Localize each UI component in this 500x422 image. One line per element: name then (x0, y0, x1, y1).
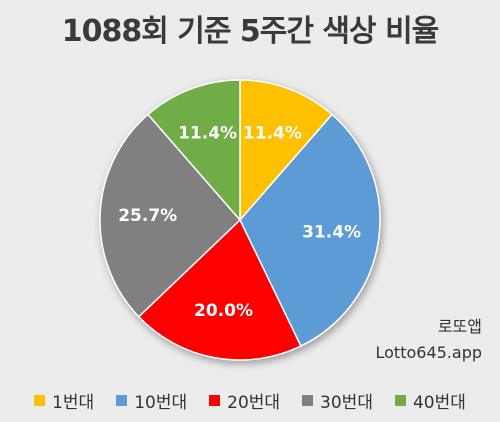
legend-label: 40번대 (412, 393, 466, 413)
pie-slices (99, 79, 381, 361)
pie-slice-label-1: 11.4% (243, 123, 302, 143)
legend-swatch (209, 395, 221, 406)
pie-slice-3 (137, 218, 302, 361)
legend-label: 10번대 (134, 393, 188, 413)
watermark-domain: Lotto645.app (375, 343, 483, 362)
pie-slice-label-4: 25.7% (118, 206, 177, 226)
pie-labels: 11.4% 31.4% 20.0% 25.7% 11.4% (118, 123, 361, 320)
pie-slice-2 (239, 113, 381, 348)
legend-label: 20번대 (227, 393, 281, 413)
pie-slice-1 (239, 79, 334, 223)
chart-title: 1088회 기준 5주간 색상 비율 (61, 14, 440, 49)
legend-swatch (116, 395, 128, 406)
watermark: 로또앱 Lotto645.app (376, 314, 483, 366)
pie-slice-label-3: 20.0% (194, 301, 253, 321)
legend-item-40: 40번대 (394, 388, 466, 413)
watermark-brand: 로또앱 (437, 317, 482, 336)
legend-label: 30번대 (320, 393, 373, 413)
pie-slice-label-2: 31.4% (302, 222, 361, 242)
pie-slice-4 (99, 113, 242, 318)
legend-item-30: 30번대 (302, 388, 373, 413)
legend-swatch (394, 395, 406, 406)
legend-swatch (34, 395, 46, 406)
legend-label: 1번대 (52, 393, 95, 413)
chart-legend: 1번대 10번대 20번대 30번대 40번대 (0, 388, 500, 413)
pie-slice-label-5: 11.4% (178, 123, 237, 143)
pie-slice-5 (146, 79, 241, 223)
legend-item-1: 1번대 (34, 388, 94, 413)
legend-item-10: 10번대 (116, 388, 187, 413)
legend-item-20: 20번대 (209, 388, 280, 413)
legend-swatch (302, 395, 314, 406)
